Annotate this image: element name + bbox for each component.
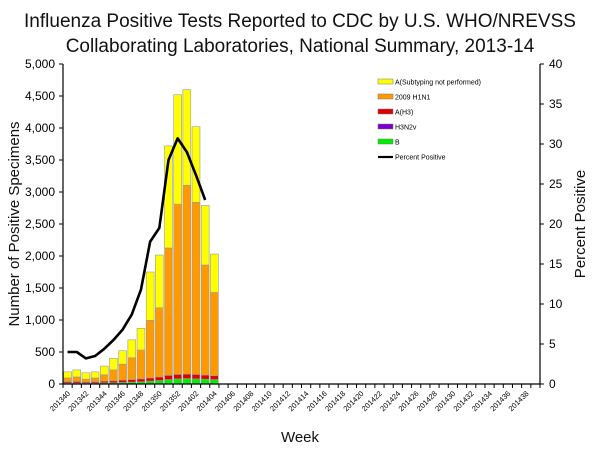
- right-tick-label: 10: [549, 297, 563, 311]
- bar-2009-h1n1-201350: [155, 307, 164, 378]
- left-ticks: 0 500 1,000 1,500 2,000 2,500 3,000 3,500 4,000 4…: [25, 57, 63, 391]
- left-tick-label: 3,000: [25, 185, 55, 199]
- bar-a-subtyping-not-performed--201343: [90, 371, 100, 379]
- legend-label-percent-positive: Percent Positive: [395, 155, 446, 162]
- bar-a-subtyping-not-performed--201340: [63, 371, 72, 379]
- legend-label-b: B: [395, 140, 400, 147]
- bar-b-201351: [164, 379, 173, 385]
- legend: A(Subtyping not performed) 2009 H1N1 A(H3)…: [377, 78, 481, 162]
- right-tick-label: 20: [549, 217, 563, 231]
- legend-label-h3n2v: H3N2v: [395, 125, 417, 132]
- left-tick-label: 0: [48, 377, 55, 391]
- bar-a-h3--201350: [155, 376, 164, 381]
- x-ticks: 2013402013422013442013462013482013502013…: [48, 384, 541, 413]
- bar-2009-h1n1-201403: [200, 264, 210, 376]
- bar-a-subtyping-not-performed--201401: [182, 89, 192, 186]
- y-axis-label: Number of Positive Specimens: [6, 121, 23, 326]
- bar-2009-h1n1-201340: [63, 377, 72, 383]
- left-tick-label: 4,500: [25, 89, 55, 103]
- right-tick-label: 5: [549, 337, 556, 351]
- bar-2009-h1n1-201344: [100, 374, 109, 382]
- legend-swatch-a-subtyping-not-performed-: [377, 78, 394, 85]
- right-tick-label: 15: [549, 257, 563, 271]
- bar-2009-h1n1-201352: [173, 203, 182, 375]
- right-tick-label: 35: [549, 97, 563, 111]
- right-tick-label: 30: [549, 137, 563, 151]
- bar-2009-h1n1-201347: [127, 357, 137, 380]
- bar-b-201402: [191, 378, 201, 385]
- bar-2009-h1n1-201348: [136, 349, 146, 380]
- bar-a-subtyping-not-performed--201349: [145, 271, 155, 321]
- chart-title: Influenza Positive Tests Reported to CDC…: [24, 11, 576, 32]
- bar-a-h3--201347: [127, 379, 137, 383]
- legend-swatch-2009-h1n1: [377, 93, 394, 100]
- x-axis-label: Week: [281, 429, 320, 446]
- left-tick-label: 3,500: [25, 153, 55, 167]
- x-tick-label: 201438: [507, 389, 531, 413]
- percent-positive-line-group: [67, 137, 207, 360]
- legend-swatch-h3n2v: [377, 123, 394, 130]
- left-tick-label: 4,000: [25, 121, 55, 135]
- percent-positive-line: [67, 137, 207, 360]
- bar-a-subtyping-not-performed--201347: [127, 339, 137, 359]
- bar-a-h3--201402: [191, 374, 201, 380]
- bar-2009-h1n1-201342: [81, 378, 91, 383]
- legend-swatch-a-h3-: [377, 108, 394, 115]
- bar-a-subtyping-not-performed--201345: [109, 358, 118, 371]
- bar-b-201403: [200, 378, 210, 385]
- bar-2009-h1n1-201351: [164, 247, 173, 376]
- right-tick-label: 0: [549, 377, 556, 391]
- bar-a-h3--201404: [210, 375, 219, 380]
- bar-a-subtyping-not-performed--201341: [72, 369, 82, 378]
- legend-label-a-subtyping-not-performed-: A(Subtyping not performed): [395, 80, 481, 87]
- bar-b-201404: [210, 379, 219, 385]
- y2-axis-label: Percent Positive: [572, 170, 589, 278]
- right-tick-label: 25: [549, 177, 563, 191]
- bar-a-subtyping-not-performed--201344: [100, 365, 109, 376]
- bar-a-subtyping-not-performed--201348: [136, 328, 146, 351]
- legend-label-2009-h1n1: 2009 H1N1: [395, 95, 431, 102]
- bar-a-subtyping-not-performed--201402: [191, 126, 201, 203]
- bar-a-subtyping-not-performed--201404: [210, 253, 219, 293]
- bar-a-h3--201401: [182, 373, 192, 379]
- bar-a-h3--201351: [164, 375, 173, 380]
- right-ticks: 0 5 10 15 20 25 30 35 40: [540, 57, 563, 391]
- bar-a-h3--201346: [118, 379, 127, 383]
- bar-a-subtyping-not-performed--201350: [155, 254, 164, 309]
- bar-a-subtyping-not-performed--201403: [200, 205, 210, 266]
- legend-swatch-b: [377, 138, 394, 145]
- left-tick-label: 1,000: [25, 313, 55, 327]
- bar-2009-h1n1-201401: [182, 184, 192, 375]
- bars-group: [63, 89, 219, 385]
- chart-subtitle: Collaborating Laboratories, National Sum…: [66, 36, 535, 57]
- left-tick-label: 500: [35, 345, 55, 359]
- bar-a-subtyping-not-performed--201346: [118, 350, 127, 365]
- bar-2009-h1n1-201404: [210, 292, 219, 376]
- bar-b-201401: [182, 378, 192, 385]
- legend-label-a-h3-: A(H3): [395, 110, 413, 117]
- left-tick-label: 2,500: [25, 217, 55, 231]
- bar-b-201352: [173, 378, 182, 385]
- bar-a-subtyping-not-performed--201342: [81, 372, 91, 380]
- bar-a-subtyping-not-performed--201352: [173, 94, 182, 205]
- bar-a-h3--201403: [200, 374, 210, 380]
- axes: [62, 64, 541, 385]
- right-tick-label: 40: [549, 57, 563, 71]
- bar-a-h3--201349: [145, 377, 155, 382]
- bar-2009-h1n1-201343: [90, 377, 100, 383]
- bar-2009-h1n1-201345: [109, 369, 118, 382]
- bar-2009-h1n1-201349: [145, 320, 155, 379]
- bar-2009-h1n1-201402: [191, 201, 201, 375]
- bar-a-h3--201348: [136, 378, 146, 383]
- bar-2009-h1n1-201346: [118, 363, 127, 381]
- left-tick-label: 2,000: [25, 249, 55, 263]
- bar-2009-h1n1-201341: [72, 376, 82, 382]
- left-tick-label: 5,000: [25, 57, 55, 71]
- bar-a-h3--201352: [173, 374, 182, 380]
- left-tick-label: 1,500: [25, 281, 55, 295]
